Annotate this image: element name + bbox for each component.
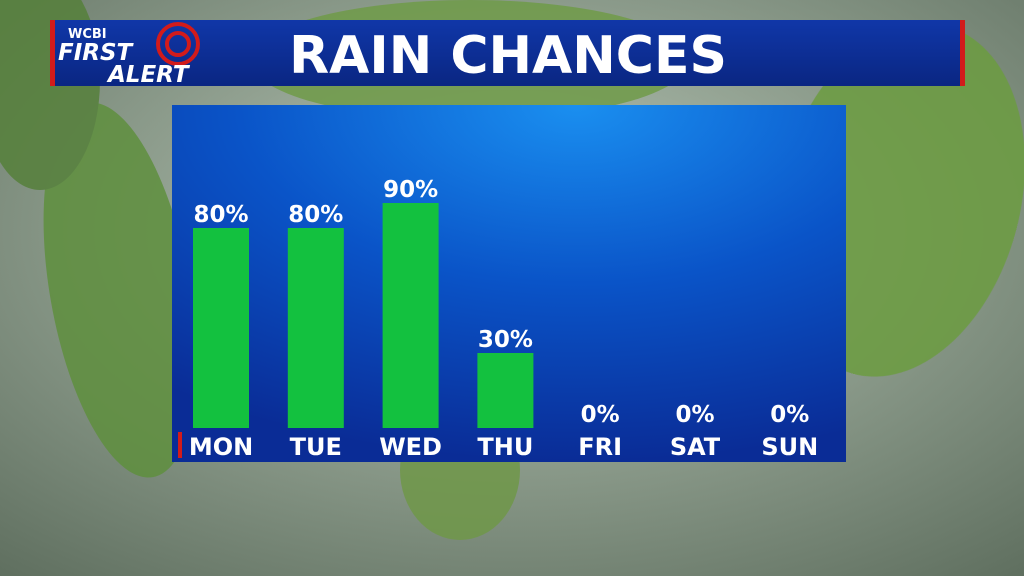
x-tick-label: TUE [290,433,342,461]
x-tick-label: SUN [761,433,818,461]
bar [193,228,249,428]
value-label: 80% [193,202,248,228]
value-label: 0% [581,402,620,428]
x-tick-label: THU [477,433,533,461]
x-tick-label: MON [189,433,253,461]
value-label: 30% [478,327,533,353]
brand-bottom: ALERT [106,62,191,88]
x-tick-label: WED [379,433,442,461]
baseline-accent [178,432,182,458]
value-label: 0% [770,402,809,428]
title-bar-edge [960,20,965,86]
brand-top: FIRST [58,40,135,66]
title-bar [50,20,965,86]
value-label: 90% [383,177,438,203]
logo: WCBI FIRST ALERT [58,22,200,88]
plot: MON 80% TUE 80% WED 90% THU 30% FRI 0% SAT 0% SUN 0% [189,177,818,461]
value-label: 0% [675,402,714,428]
title-bar-edge [50,20,55,86]
bar [382,203,439,428]
value-label: 80% [288,202,343,228]
chart-title: RAIN CHANCES [289,26,727,86]
x-tick-label: FRI [578,433,622,461]
bar [287,228,344,428]
station-name: WCBI [68,27,107,42]
bar [477,353,534,428]
x-tick-label: SAT [670,433,721,461]
